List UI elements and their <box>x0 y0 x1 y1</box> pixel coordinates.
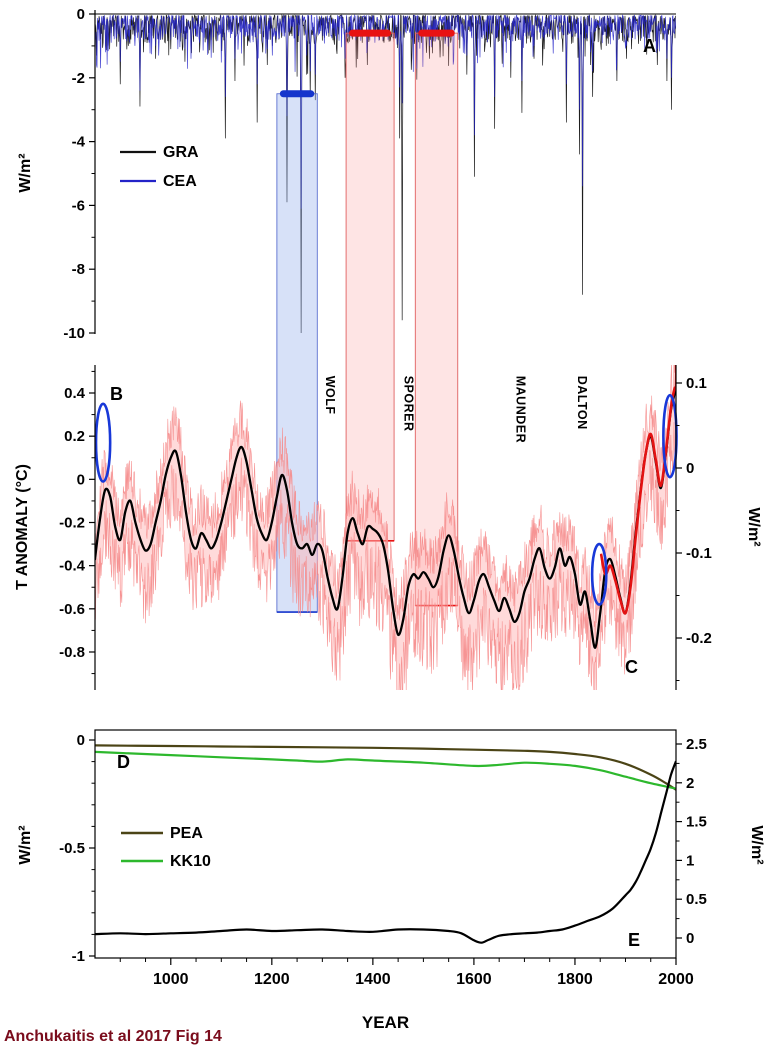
svg-text:-6: -6 <box>72 197 85 214</box>
svg-text:A: A <box>643 36 656 56</box>
svg-text:E: E <box>628 930 640 950</box>
svg-text:0: 0 <box>77 6 85 23</box>
svg-text:C: C <box>625 657 638 677</box>
svg-text:-0.4: -0.4 <box>59 558 86 575</box>
svg-text:0.2: 0.2 <box>64 428 85 445</box>
svg-text:0: 0 <box>77 471 85 488</box>
svg-text:-10: -10 <box>63 325 85 342</box>
svg-text:2: 2 <box>686 775 694 792</box>
svg-text:1600: 1600 <box>456 971 492 988</box>
svg-text:YEAR: YEAR <box>362 1013 409 1032</box>
svg-text:MAUNDER: MAUNDER <box>513 376 527 443</box>
svg-text:-8: -8 <box>72 261 85 278</box>
svg-text:1400: 1400 <box>355 971 391 988</box>
svg-text:W/m²: W/m² <box>17 153 34 192</box>
svg-text:PEA: PEA <box>170 825 203 842</box>
svg-text:W/m²: W/m² <box>745 507 762 546</box>
svg-text:W/m²: W/m² <box>748 825 765 864</box>
svg-text:-0.6: -0.6 <box>59 601 85 618</box>
svg-text:0.4: 0.4 <box>64 385 86 402</box>
svg-text:CEA: CEA <box>163 173 197 190</box>
svg-text:1.5: 1.5 <box>686 814 707 831</box>
svg-text:0: 0 <box>686 930 694 947</box>
svg-text:1800: 1800 <box>557 971 593 988</box>
svg-text:-0.8: -0.8 <box>59 644 85 661</box>
svg-text:DALTON: DALTON <box>575 376 589 430</box>
svg-text:0.5: 0.5 <box>686 891 707 908</box>
svg-text:-0.1: -0.1 <box>686 545 712 562</box>
svg-text:1200: 1200 <box>254 971 290 988</box>
svg-text:0: 0 <box>77 732 85 749</box>
svg-text:-4: -4 <box>72 134 86 151</box>
svg-text:2000: 2000 <box>658 971 694 988</box>
svg-text:-0.2: -0.2 <box>686 630 712 647</box>
svg-text:B: B <box>110 384 123 404</box>
svg-text:W/m²: W/m² <box>17 825 34 864</box>
svg-text:T ANOMALY (°C): T ANOMALY (°C) <box>14 464 31 590</box>
svg-text:-2: -2 <box>72 70 85 87</box>
svg-text:1: 1 <box>686 852 694 869</box>
svg-text:-0.5: -0.5 <box>59 840 85 857</box>
svg-text:GRA: GRA <box>163 144 199 161</box>
svg-text:WOLF: WOLF <box>323 376 337 415</box>
svg-text:0: 0 <box>686 460 694 477</box>
svg-text:-1: -1 <box>72 948 85 965</box>
svg-text:SPORER: SPORER <box>402 376 416 432</box>
svg-text:KK10: KK10 <box>170 853 211 870</box>
svg-text:D: D <box>117 752 130 772</box>
figure-caption: Anchukaitis et al 2017 Fig 14 <box>4 1028 222 1045</box>
svg-text:0.1: 0.1 <box>686 375 707 392</box>
svg-text:2.5: 2.5 <box>686 736 707 753</box>
svg-text:1000: 1000 <box>153 971 189 988</box>
svg-text:-0.2: -0.2 <box>59 514 85 531</box>
